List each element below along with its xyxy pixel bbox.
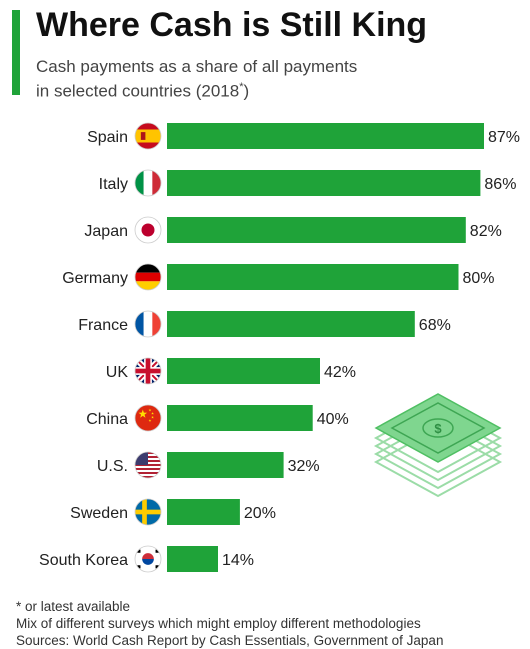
- south-korea-flag-icon: [134, 545, 162, 573]
- value-label-japan: 82%: [470, 223, 502, 240]
- spain-flag-icon: [134, 122, 162, 150]
- bar-uk: [167, 358, 320, 384]
- category-label-italy: Italy: [99, 176, 128, 193]
- category-label-u-s: U.S.: [97, 458, 128, 475]
- category-label-uk: UK: [106, 364, 129, 381]
- bar-spain: [167, 123, 484, 149]
- value-label-sweden: 20%: [244, 505, 276, 522]
- bar-italy: [167, 170, 481, 196]
- germany-flag-icon: [134, 263, 162, 291]
- bar-south-korea: [167, 546, 218, 572]
- subtitle-line-2-close: ): [243, 81, 250, 101]
- china-flag-icon: [134, 404, 162, 432]
- svg-text:$: $: [434, 421, 442, 436]
- bars-layer: Spain 87% Italy 86% Japan 82% Germany 80% France…: [39, 122, 520, 573]
- italy-flag-icon: [134, 169, 162, 197]
- value-label-spain: 87%: [488, 129, 520, 146]
- sources: Sources: World Cash Report by Cash Essen…: [16, 633, 444, 648]
- bar-germany: [167, 264, 459, 290]
- category-label-sweden: Sweden: [70, 505, 128, 522]
- bar-u-s: [167, 452, 284, 478]
- value-label-uk: 42%: [324, 364, 356, 381]
- subtitle-footnote-marker: *: [239, 81, 244, 93]
- us-flag-icon: [134, 451, 162, 479]
- category-label-south-korea: South Korea: [39, 552, 128, 569]
- france-flag-icon: [134, 310, 162, 338]
- bar-japan: [167, 217, 466, 243]
- subtitle-line-1: Cash payments as a share of all payments: [36, 57, 358, 76]
- value-label-china: 40%: [317, 411, 349, 428]
- value-label-france: 68%: [419, 317, 451, 334]
- japan-flag-icon: [134, 216, 162, 244]
- value-label-germany: 80%: [463, 270, 495, 287]
- bar-france: [167, 311, 415, 337]
- value-label-u-s: 32%: [288, 458, 320, 475]
- bar-chart: Spain 87% Italy 86% Japan 82% Germany 80% France…: [39, 122, 520, 573]
- category-label-spain: Spain: [87, 129, 128, 146]
- chart-footer: * or latest available Mix of different s…: [16, 598, 443, 649]
- bar-sweden: [167, 499, 240, 525]
- subtitle-line-2: in selected countries (2018*): [36, 77, 357, 102]
- category-label-france: France: [78, 317, 128, 334]
- chart-title: Where Cash is Still King: [36, 6, 428, 44]
- value-label-south-korea: 14%: [222, 552, 254, 569]
- title-accent-bar: [12, 10, 20, 95]
- footnote: * or latest available: [16, 599, 131, 614]
- uk-flag-icon: [134, 357, 162, 385]
- bar-china: [167, 405, 313, 431]
- cash-stack-icon: $: [373, 393, 503, 498]
- category-label-germany: Germany: [62, 270, 128, 287]
- sweden-flag-icon: [134, 498, 162, 526]
- category-label-japan: Japan: [84, 223, 128, 240]
- chart-subtitle: Cash payments as a share of all payments…: [36, 56, 357, 102]
- value-label-italy: 86%: [484, 176, 516, 193]
- subtitle-line-2-text: in selected countries (2018: [36, 81, 240, 101]
- category-label-china: China: [86, 411, 128, 428]
- methodology-note: Mix of different surveys which might emp…: [16, 616, 421, 631]
